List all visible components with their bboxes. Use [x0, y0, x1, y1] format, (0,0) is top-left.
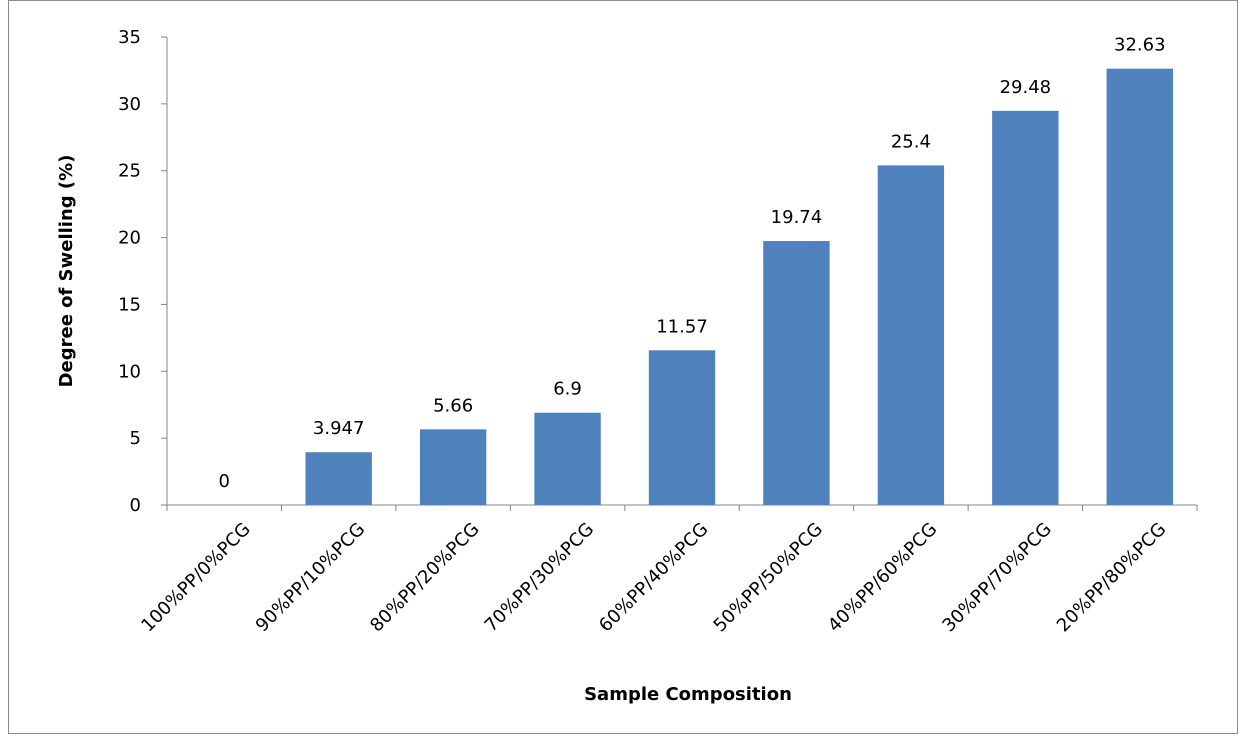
x-tick-label: 80%PP/20%PCG [366, 519, 484, 637]
y-tick-label: 20 [118, 228, 141, 249]
x-tick-label: 50%PP/50%PCG [710, 519, 828, 637]
x-tick-label: 60%PP/40%PCG [595, 519, 713, 637]
data-label: 5.66 [433, 395, 473, 416]
y-ticks: 0 5 10 15 20 25 30 35 [118, 27, 167, 516]
bar [305, 452, 372, 505]
category-labels: 100%PP/0%PCG90%PP/10%PCG80%PP/20%PCG70%P… [137, 519, 1170, 637]
y-axis-title: Degree of Swelling (%) [56, 155, 77, 388]
bar [419, 429, 487, 505]
data-label: 25.4 [891, 131, 931, 152]
bar [1106, 68, 1173, 506]
bar [763, 241, 830, 505]
x-tick-label: 20%PP/80%PCG [1053, 519, 1171, 637]
x-tick-label: 30%PP/70%PCG [938, 519, 1056, 637]
data-label: 32.63 [1114, 35, 1166, 56]
data-label: 29.48 [1000, 77, 1052, 98]
data-label: 19.74 [771, 207, 823, 228]
y-tick-label: 30 [118, 94, 141, 115]
data-labels: 0 3.947 5.66 6.9 11.57 19.74 25.4 29.48 32.63 [218, 35, 1165, 492]
x-tick-label: 40%PP/60%PCG [824, 519, 942, 637]
bar [648, 350, 716, 505]
bars [305, 68, 1173, 506]
y-tick-label: 5 [130, 428, 141, 449]
bar [534, 412, 601, 505]
data-label: 11.57 [656, 316, 708, 337]
x-tick-label: 90%PP/10%PCG [252, 519, 370, 637]
y-tick-label: 10 [118, 361, 141, 382]
y-tick-label: 15 [118, 294, 141, 315]
y-tick-label: 0 [130, 495, 141, 516]
x-tick-label: 70%PP/30%PCG [481, 519, 599, 637]
bar [877, 165, 945, 505]
y-tick-label: 35 [118, 27, 141, 48]
x-axis-title: Sample Composition [584, 684, 792, 705]
data-label: 0 [218, 471, 229, 492]
y-tick-label: 25 [118, 161, 141, 182]
bar [992, 110, 1059, 505]
x-tick-label: 100%PP/0%PCG [137, 519, 255, 637]
data-label: 6.9 [553, 379, 582, 400]
data-label: 3.947 [313, 418, 365, 439]
